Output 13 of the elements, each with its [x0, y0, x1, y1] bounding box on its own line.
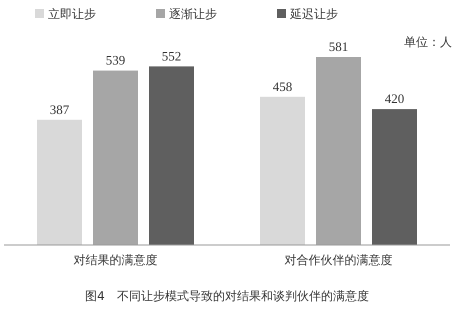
- legend-label: 延迟让步: [289, 7, 338, 21]
- legend-label: 逐渐让步: [169, 7, 217, 21]
- data-label: 387: [50, 102, 70, 117]
- data-label: 539: [106, 52, 126, 68]
- data-label: 581: [328, 39, 348, 54]
- data-label: 420: [384, 91, 404, 106]
- data-label: 458: [272, 78, 292, 94]
- x-tick-label: 对结果的满意度: [74, 253, 158, 267]
- text: 单位：人: [404, 35, 452, 49]
- legend-label: 立即让步: [48, 7, 96, 21]
- x-tick-label: 对合作伙伴的满意度: [284, 253, 392, 267]
- data-label: 552: [162, 48, 182, 64]
- caption: 图4 不同让步模式导致的对结果和谈判伙伴的满意度: [85, 289, 369, 303]
